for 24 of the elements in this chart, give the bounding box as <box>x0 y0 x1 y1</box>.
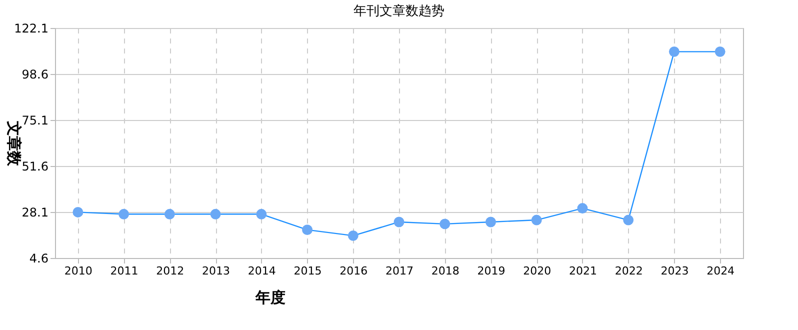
x-tick-label: 2013 <box>202 264 230 278</box>
y-axis-title: 文章数 <box>5 120 24 167</box>
x-tick-label: 2023 <box>660 264 689 278</box>
y-tick-label: 98.6 <box>22 68 48 82</box>
x-tick-label: 2016 <box>340 264 368 278</box>
x-tick-label: 2011 <box>110 264 138 278</box>
y-tick-label: 28.1 <box>22 206 48 220</box>
x-axis-title: 年度 <box>254 288 286 306</box>
y-tick-label: 51.6 <box>22 160 48 174</box>
y-tick-label: 122.1 <box>14 22 48 36</box>
x-tick-label: 2017 <box>386 264 414 278</box>
x-tick-label: 2014 <box>248 264 276 278</box>
x-tick-label: 2010 <box>64 264 92 278</box>
x-tick-label: 2022 <box>614 264 643 278</box>
x-tick-label: 2024 <box>706 264 735 278</box>
x-tick-label: 2019 <box>477 264 506 278</box>
x-tick-label: 2018 <box>431 264 460 278</box>
x-tick-label: 2020 <box>523 264 552 278</box>
x-tick-label: 2012 <box>156 264 184 278</box>
y-tick-label: 4.6 <box>29 252 48 266</box>
x-tick-label: 2015 <box>294 264 322 278</box>
y-tick-label: 75.1 <box>22 114 48 128</box>
x-tick-label: 2021 <box>568 264 597 278</box>
chart-title: 年刊文章数趋势 <box>354 4 444 19</box>
